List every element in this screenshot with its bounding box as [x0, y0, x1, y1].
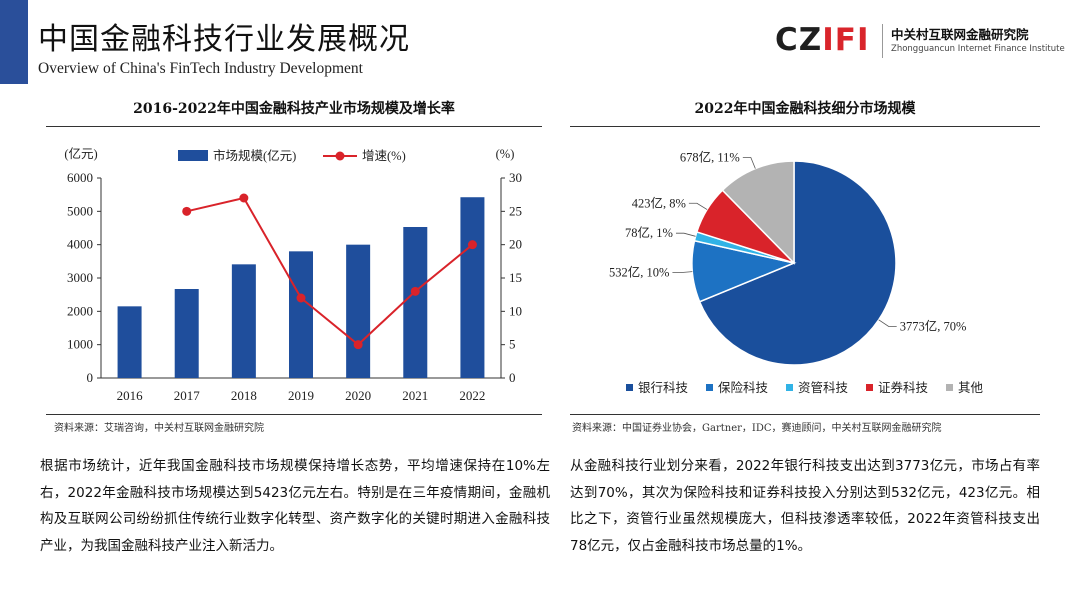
pie-legend-swatch	[626, 384, 633, 391]
left-tick-label: 6000	[67, 170, 93, 185]
pie-leader-line	[672, 271, 693, 274]
pie-legend-swatch	[866, 384, 873, 391]
pie-slice-label: 3773亿, 70%	[900, 318, 967, 333]
pie-chart: 3773亿, 70% 532亿, 10% 78亿, 1% 423亿, 8% 678亿, …	[609, 149, 984, 395]
right-chart-title: 2022年中国金融科技细分市场规模	[694, 101, 916, 117]
right-tick-label: 0	[509, 370, 516, 385]
left-chart-title: 2016-2022年中国金融科技产业市场规模及增长率	[133, 101, 455, 117]
logo-mark: CZIFI	[775, 20, 869, 60]
right-tick-label: 10	[509, 303, 522, 318]
pie-legend-label: 保险科技	[718, 380, 769, 395]
right-tick-label: 25	[509, 203, 522, 218]
pie-leader-line	[878, 319, 897, 327]
growth-line	[186, 196, 474, 346]
legend-bar-label: 市场规模(亿元)	[213, 148, 296, 163]
logo-org-name-en: Zhongguancun Internet Finance Institute	[891, 44, 1065, 54]
pie-leader-line	[688, 202, 708, 210]
right-source-rule	[570, 414, 1040, 415]
pie-legend-label: 资管科技	[798, 380, 849, 395]
pie-legend-label: 银行科技	[638, 381, 689, 395]
pie-slice-0	[698, 160, 897, 366]
growth-point-2019	[296, 293, 306, 303]
left-tick-label: 2000	[67, 303, 93, 318]
pie-legend-swatch	[786, 384, 793, 391]
right-tick-label: 5	[509, 337, 516, 352]
right-title-rule	[570, 126, 1040, 127]
pie-legend-label: 其他	[958, 381, 984, 395]
pie-slice-4	[721, 160, 795, 265]
left-title-rule	[46, 126, 542, 127]
left-source: 资料来源：艾瑞咨询，中关村互联网金融研究院	[54, 423, 264, 434]
right-axis-unit: (%)	[496, 147, 515, 161]
right-paragraph: 从金融科技行业划分来看，2022年银行科技支出达到3773亿元，市场占有率达到7…	[570, 458, 1040, 554]
legend-line-marker	[335, 151, 345, 161]
header-accent-bar	[0, 0, 28, 84]
bar-2020	[346, 244, 371, 378]
pie-slice-label: 78亿, 1%	[625, 225, 673, 240]
pie-leader-line	[742, 157, 756, 169]
left-paragraph: 根据市场统计，近年我国金融科技市场规模保持增长态势，平均增速保持在10%左右，2…	[40, 458, 550, 554]
pie-legend-swatch	[946, 384, 953, 391]
pie-slice-label: 678亿, 11%	[680, 149, 740, 164]
bar-line-chart: 0 1000 2000 3000 4000 5000 6000 0 5 10 15 20 25 30 (亿元…	[64, 146, 522, 403]
right-tick-label: 30	[509, 170, 522, 185]
left-tick-label: 4000	[67, 237, 93, 252]
right-tick-label: 20	[509, 237, 522, 252]
bar-2016	[117, 306, 142, 378]
bar-2017	[174, 289, 199, 378]
pie-leader-line	[675, 232, 696, 237]
x-tick-label: 2021	[402, 388, 428, 403]
left-source-rule	[46, 414, 542, 415]
left-axis-unit: (亿元)	[64, 146, 97, 161]
right-tick-label: 15	[509, 270, 522, 285]
bar-2019	[289, 251, 313, 378]
x-tick-label: 2022	[459, 388, 485, 403]
x-tick-label: 2017	[174, 388, 201, 403]
page-title: 中国金融科技行业发展概况	[38, 22, 410, 57]
x-tick-label: 2020	[345, 388, 371, 403]
bar-2022	[460, 197, 485, 378]
growth-point-2017	[182, 206, 192, 216]
pie-legend-swatch	[706, 384, 713, 391]
page-subtitle: Overview of China's FinTech Industry Dev…	[38, 60, 363, 77]
left-tick-label: 1000	[67, 337, 93, 352]
logo-mark-prefix: CZ	[775, 22, 823, 58]
bar-2021	[403, 227, 428, 378]
logo-mark-suffix: IFI	[822, 22, 870, 58]
growth-point-2022	[467, 240, 477, 250]
logo-org-name-zh: 中关村互联网金融研究院	[891, 27, 1029, 42]
left-tick-label: 3000	[67, 270, 93, 285]
pie-slice-label: 423亿, 8%	[632, 195, 686, 210]
legend-line-label: 增速(%)	[362, 148, 406, 163]
x-tick-label: 2016	[117, 388, 144, 403]
x-tick-label: 2019	[288, 388, 314, 403]
x-tick-label: 2018	[231, 388, 257, 403]
bar-2018	[231, 264, 256, 378]
growth-point-2018	[239, 193, 249, 203]
institute-logo: CZIFI 中关村互联网金融研究院 Zhongguancun Internet …	[775, 20, 1075, 64]
logo-divider	[882, 24, 883, 58]
legend-bar-swatch	[178, 150, 208, 161]
pie-slice-label: 532亿, 10%	[609, 265, 669, 280]
growth-point-2021	[410, 286, 420, 296]
left-tick-label: 0	[87, 370, 94, 385]
growth-point-2020	[353, 340, 363, 350]
left-tick-label: 5000	[67, 203, 93, 218]
right-source: 资料来源：中国证券业协会，Gartner，IDC，赛迪顾问，中关村互联网金融研究…	[572, 423, 942, 434]
pie-legend-label: 证券科技	[878, 380, 929, 395]
